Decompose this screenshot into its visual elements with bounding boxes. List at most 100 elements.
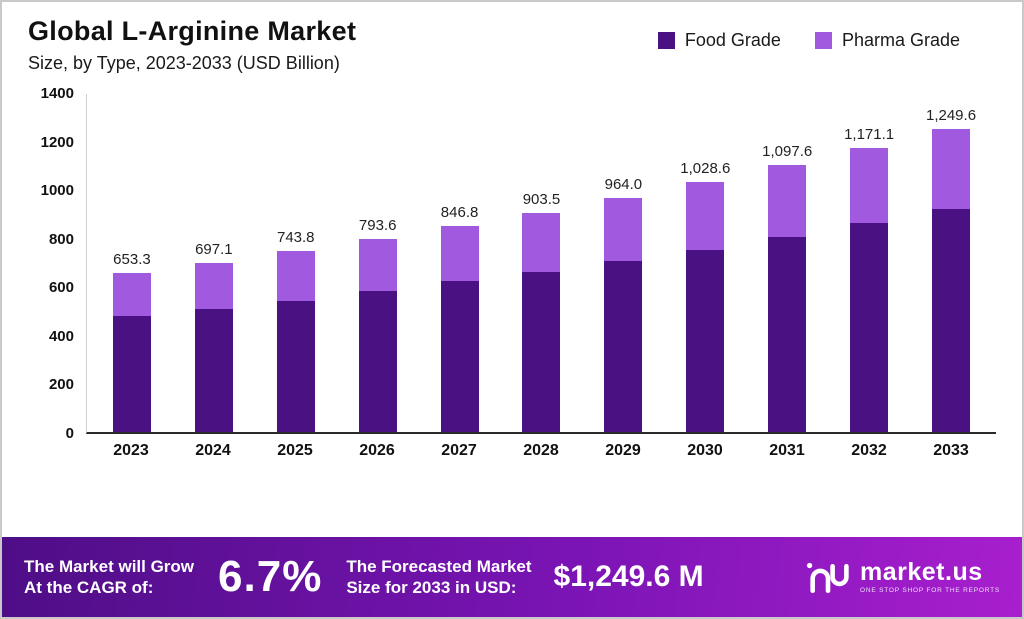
bar-stack	[686, 182, 725, 432]
y-tick-label: 200	[48, 376, 74, 394]
brand-text: market.us One Stop Shop For The Reports	[860, 557, 1000, 595]
bar-total-label: 846.8	[440, 204, 479, 222]
bar-segment-food-grade	[604, 260, 643, 432]
bar-segment-pharma-grade	[850, 147, 889, 224]
cagr-label: The Market will Grow At the CAGR of:	[24, 556, 194, 599]
bar-segment-food-grade	[686, 249, 725, 432]
page-title: Global L-Arginine Market	[28, 16, 357, 46]
bar-total-label: 1,028.6	[680, 160, 731, 178]
y-tick-label: 1400	[40, 85, 74, 102]
bar-segment-pharma-grade	[440, 226, 479, 282]
plot-row: 0 200 400 600 800 1000 1200 1400 653.3 697.1 743.…	[28, 85, 996, 442]
y-tick-label: 1000	[40, 182, 74, 200]
title-block: Global L-Arginine Market Size, by Type, …	[28, 16, 356, 74]
bars-container: 653.3 697.1 743.8 793.6 846.8 903.5 964.0 1,028…	[87, 94, 996, 432]
legend-label: Food Grade	[684, 30, 781, 50]
bar-segment-food-grade	[850, 223, 889, 432]
bar-group: 653.3	[91, 94, 173, 432]
bar-stack	[522, 212, 561, 432]
bar-segment-food-grade	[358, 291, 397, 432]
x-axis-tick-label: 2030	[687, 442, 723, 459]
x-axis-tick-label: 2025	[277, 442, 313, 459]
bar-total-label: 1,171.1	[844, 125, 895, 143]
bar-segment-pharma-grade	[686, 182, 725, 250]
chart-subtitle: Size, by Type, 2023-2033 (USD Billion)	[28, 53, 340, 73]
bar-segment-pharma-grade	[768, 165, 807, 237]
bar-group: 1,171.1	[828, 94, 910, 432]
bar-total-label: 903.5	[522, 190, 561, 208]
forecast-value: $1,249.6 M	[553, 560, 704, 593]
bar-stack	[358, 239, 397, 432]
x-axis-tick-label: 2027	[441, 442, 477, 459]
bar-total-label: 743.8	[276, 229, 315, 247]
bar-stack	[112, 273, 151, 432]
y-tick-label: 800	[48, 230, 74, 248]
brand-logo: market.us One Stop Shop For The Reports	[805, 557, 1000, 595]
bar-total-label: 697.1	[195, 240, 233, 258]
bar-segment-pharma-grade	[932, 128, 971, 209]
x-axis-tick-label: 2026	[359, 442, 395, 459]
bar-segment-pharma-grade	[276, 251, 315, 301]
bar-segment-food-grade	[440, 281, 479, 432]
bar-total-label: 1,097.6	[762, 143, 813, 161]
bar-segment-pharma-grade	[112, 273, 151, 316]
forecast-label: The Forecasted Market Size for 2033 in U…	[346, 556, 531, 599]
bar-segment-food-grade	[768, 236, 807, 432]
x-axis-tick-label: 2032	[851, 442, 887, 459]
bar-group: 793.6	[337, 94, 419, 432]
y-tick-label: 0	[65, 425, 74, 442]
bar-group: 697.1	[173, 94, 255, 432]
bar-segment-pharma-grade	[358, 239, 397, 292]
bar-total-label: 964.0	[604, 175, 643, 193]
legend-item-pharma-grade: Pharma Grade	[814, 30, 960, 51]
brand-name: market.us	[860, 557, 983, 586]
bar-segment-food-grade	[276, 300, 315, 432]
bar-group: 743.8	[255, 94, 337, 432]
header: Global L-Arginine Market Size, by Type, …	[28, 16, 996, 74]
bar-segment-pharma-grade	[194, 262, 233, 309]
bar-stack	[276, 251, 315, 432]
forecast-label-line1: The Forecasted Market	[346, 556, 532, 576]
cagr-value: 6.7%	[218, 552, 323, 601]
bar-segment-pharma-grade	[604, 197, 643, 261]
bar-group: 1,097.6	[746, 94, 828, 432]
bar-segment-food-grade	[112, 315, 151, 432]
bar-group: 1,028.6	[664, 94, 746, 432]
brand-tagline: One Stop Shop For The Reports	[860, 586, 1000, 594]
x-axis-tick-label: 2028	[523, 442, 559, 459]
bar-segment-pharma-grade	[522, 212, 561, 272]
bar-stack	[768, 165, 807, 432]
chart-legend: Food Grade Pharma Grade	[657, 30, 960, 51]
y-tick-label: 400	[48, 327, 74, 345]
legend-swatch-food-grade-icon	[657, 32, 675, 49]
x-axis-tick-label: 2024	[195, 442, 231, 459]
bar-segment-food-grade	[932, 208, 971, 432]
bar-stack	[604, 197, 643, 432]
bar-stack	[932, 128, 971, 432]
bar-total-label: 793.6	[358, 217, 397, 235]
y-axis: 0 200 400 600 800 1000 1200 1400	[28, 85, 86, 442]
bar-stack	[440, 226, 479, 432]
legend-label: Pharma Grade	[841, 30, 960, 50]
plot-area: 653.3 697.1 743.8 793.6 846.8 903.5 964.0 1,028…	[86, 94, 996, 434]
y-tick-label: 1200	[40, 133, 74, 151]
bar-stack	[850, 147, 889, 432]
bar-total-label: 653.3	[113, 251, 151, 269]
x-axis-labels: 2023 2024 2025 2026 2027 2028 2029 2030 2031 2032…	[86, 434, 996, 468]
chart-section: Global L-Arginine Market Size, by Type, …	[2, 2, 1022, 537]
forecast-label-line2: Size for 2033 in USD:	[346, 578, 517, 597]
market-us-logo-icon	[806, 562, 849, 594]
cagr-label-line1: The Market will Grow	[24, 556, 195, 576]
footer-banner: The Market will Grow At the CAGR of: 6.7…	[2, 537, 1022, 617]
x-axis-tick-label: 2031	[769, 442, 805, 459]
bar-group: 964.0	[582, 94, 664, 432]
cagr-label-line2: At the CAGR of:	[24, 578, 154, 597]
bar-segment-food-grade	[194, 308, 233, 432]
bar-group: 1,249.6	[910, 94, 992, 432]
y-tick-label: 600	[48, 279, 74, 297]
bar-segment-food-grade	[522, 271, 561, 432]
x-axis-tick-label: 2029	[605, 442, 641, 459]
bar-stack	[194, 262, 233, 432]
bar-total-label: 1,249.6	[925, 106, 977, 124]
